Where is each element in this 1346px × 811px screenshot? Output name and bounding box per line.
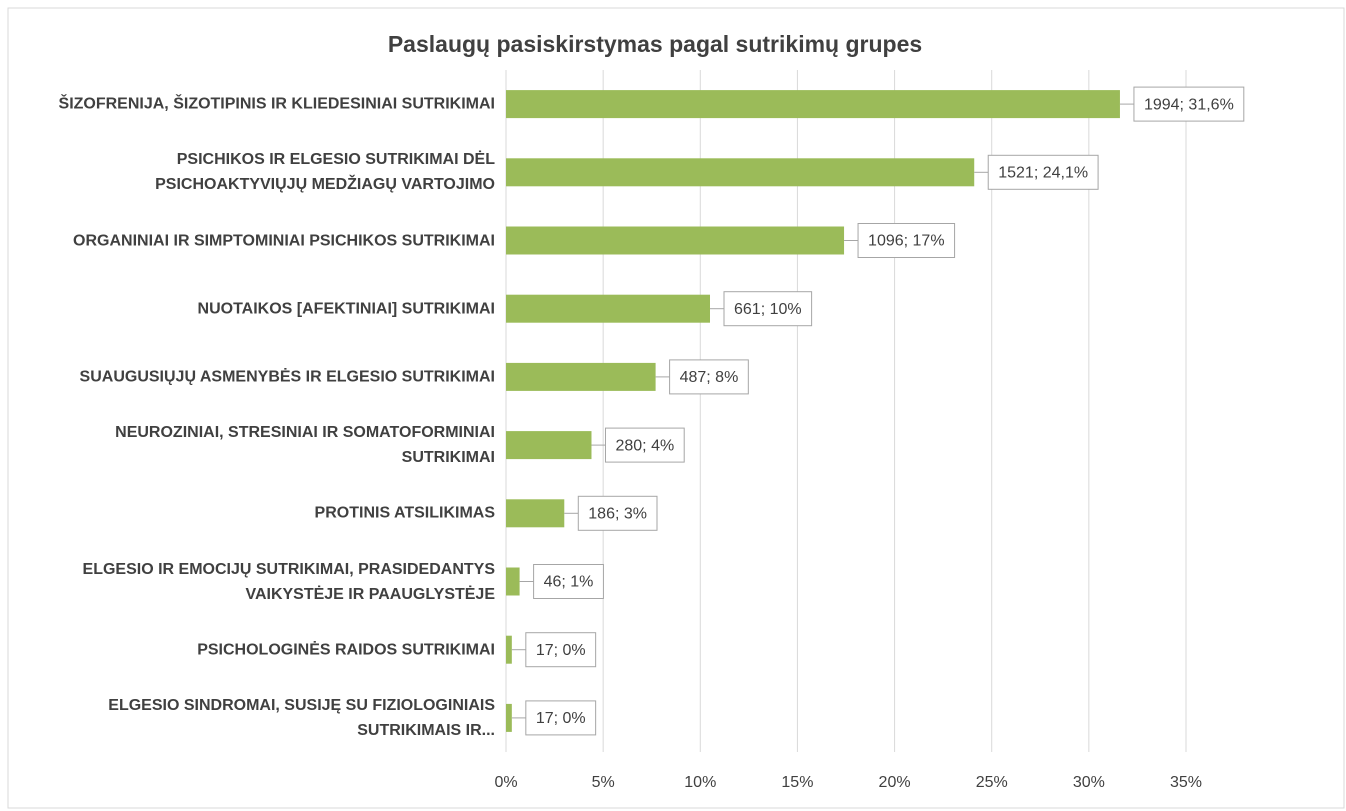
y-tick-label: PSICHOLOGINĖS RAIDOS SUTRIKIMAI: [197, 641, 495, 659]
x-tick-label: 5%: [592, 774, 615, 791]
data-label-box: [723, 291, 813, 327]
data-label: 661; 10%: [734, 301, 802, 318]
data-label-box: [533, 564, 604, 599]
bar: [506, 362, 656, 391]
x-tick-label: 15%: [781, 774, 813, 791]
x-tick-label: 35%: [1170, 774, 1202, 791]
data-label: 17; 0%: [536, 710, 586, 727]
bar: [506, 635, 512, 664]
data-label-box: [525, 632, 597, 668]
y-tick-label: NEUROZINIAI, STRESINIAI IR SOMATOFORMINI…: [115, 424, 495, 467]
y-tick-label: PSICHIKOS IR ELGESIO SUTRIKIMAI DĖL PSIC…: [155, 151, 495, 194]
x-tick-label: 25%: [976, 774, 1008, 791]
data-label: 280; 4%: [615, 437, 674, 454]
bar: [506, 294, 710, 323]
bar: [506, 431, 592, 460]
data-label-box: [604, 427, 685, 463]
x-tick-label: 30%: [1073, 774, 1105, 791]
x-tick-label: 0%: [494, 774, 517, 791]
x-tick-label: 10%: [684, 774, 716, 791]
data-label-box: [1133, 86, 1245, 122]
data-label: 1096; 17%: [868, 233, 945, 250]
data-label-box: [525, 700, 597, 736]
data-label-box: [669, 359, 749, 395]
data-label-box: [987, 154, 1099, 190]
bar: [506, 158, 975, 187]
data-label-box: [577, 495, 658, 531]
bar: [506, 499, 565, 528]
y-tick-label: SUAUGUSIŲJŲ ASMENYBĖS IR ELGESIO SUTRIKI…: [79, 368, 495, 386]
chart-title: Paslaugų pasiskirstymas pagal sutrikimų …: [388, 31, 922, 57]
data-label: 17; 0%: [536, 642, 586, 659]
data-label: 487; 8%: [680, 369, 739, 386]
data-label: 1521; 24,1%: [998, 165, 1088, 182]
data-label: 186; 3%: [588, 506, 647, 523]
data-label: 1994; 31,6%: [1144, 96, 1234, 113]
bar: [506, 567, 520, 596]
y-tick-label: NUOTAIKOS [AFEKTINIAI] SUTRIKIMAI: [197, 300, 495, 318]
data-label: 46; 1%: [544, 574, 594, 591]
data-label-box: [857, 223, 956, 258]
y-tick-label: ORGANINIAI IR SIMPTOMINIAI PSICHIKOS SUT…: [73, 232, 495, 249]
chart-border: [7, 7, 1345, 809]
y-tick-label: ELGESIO SINDROMAI, SUSIJĘ SU FIZIOLOGINI…: [108, 696, 495, 739]
y-tick-label: PROTINIS ATSILIKIMAS: [314, 504, 495, 522]
bar: [506, 703, 512, 732]
bar: [506, 226, 845, 255]
y-tick-label: ŠIZOFRENIJA, ŠIZOTIPINIS IR KLIEDESINIAI…: [58, 95, 495, 113]
y-tick-label: ELGESIO IR EMOCIJŲ SUTRIKIMAI, PRASIDEDA…: [82, 560, 495, 603]
bar: [506, 90, 1120, 119]
x-tick-label: 20%: [879, 774, 911, 791]
